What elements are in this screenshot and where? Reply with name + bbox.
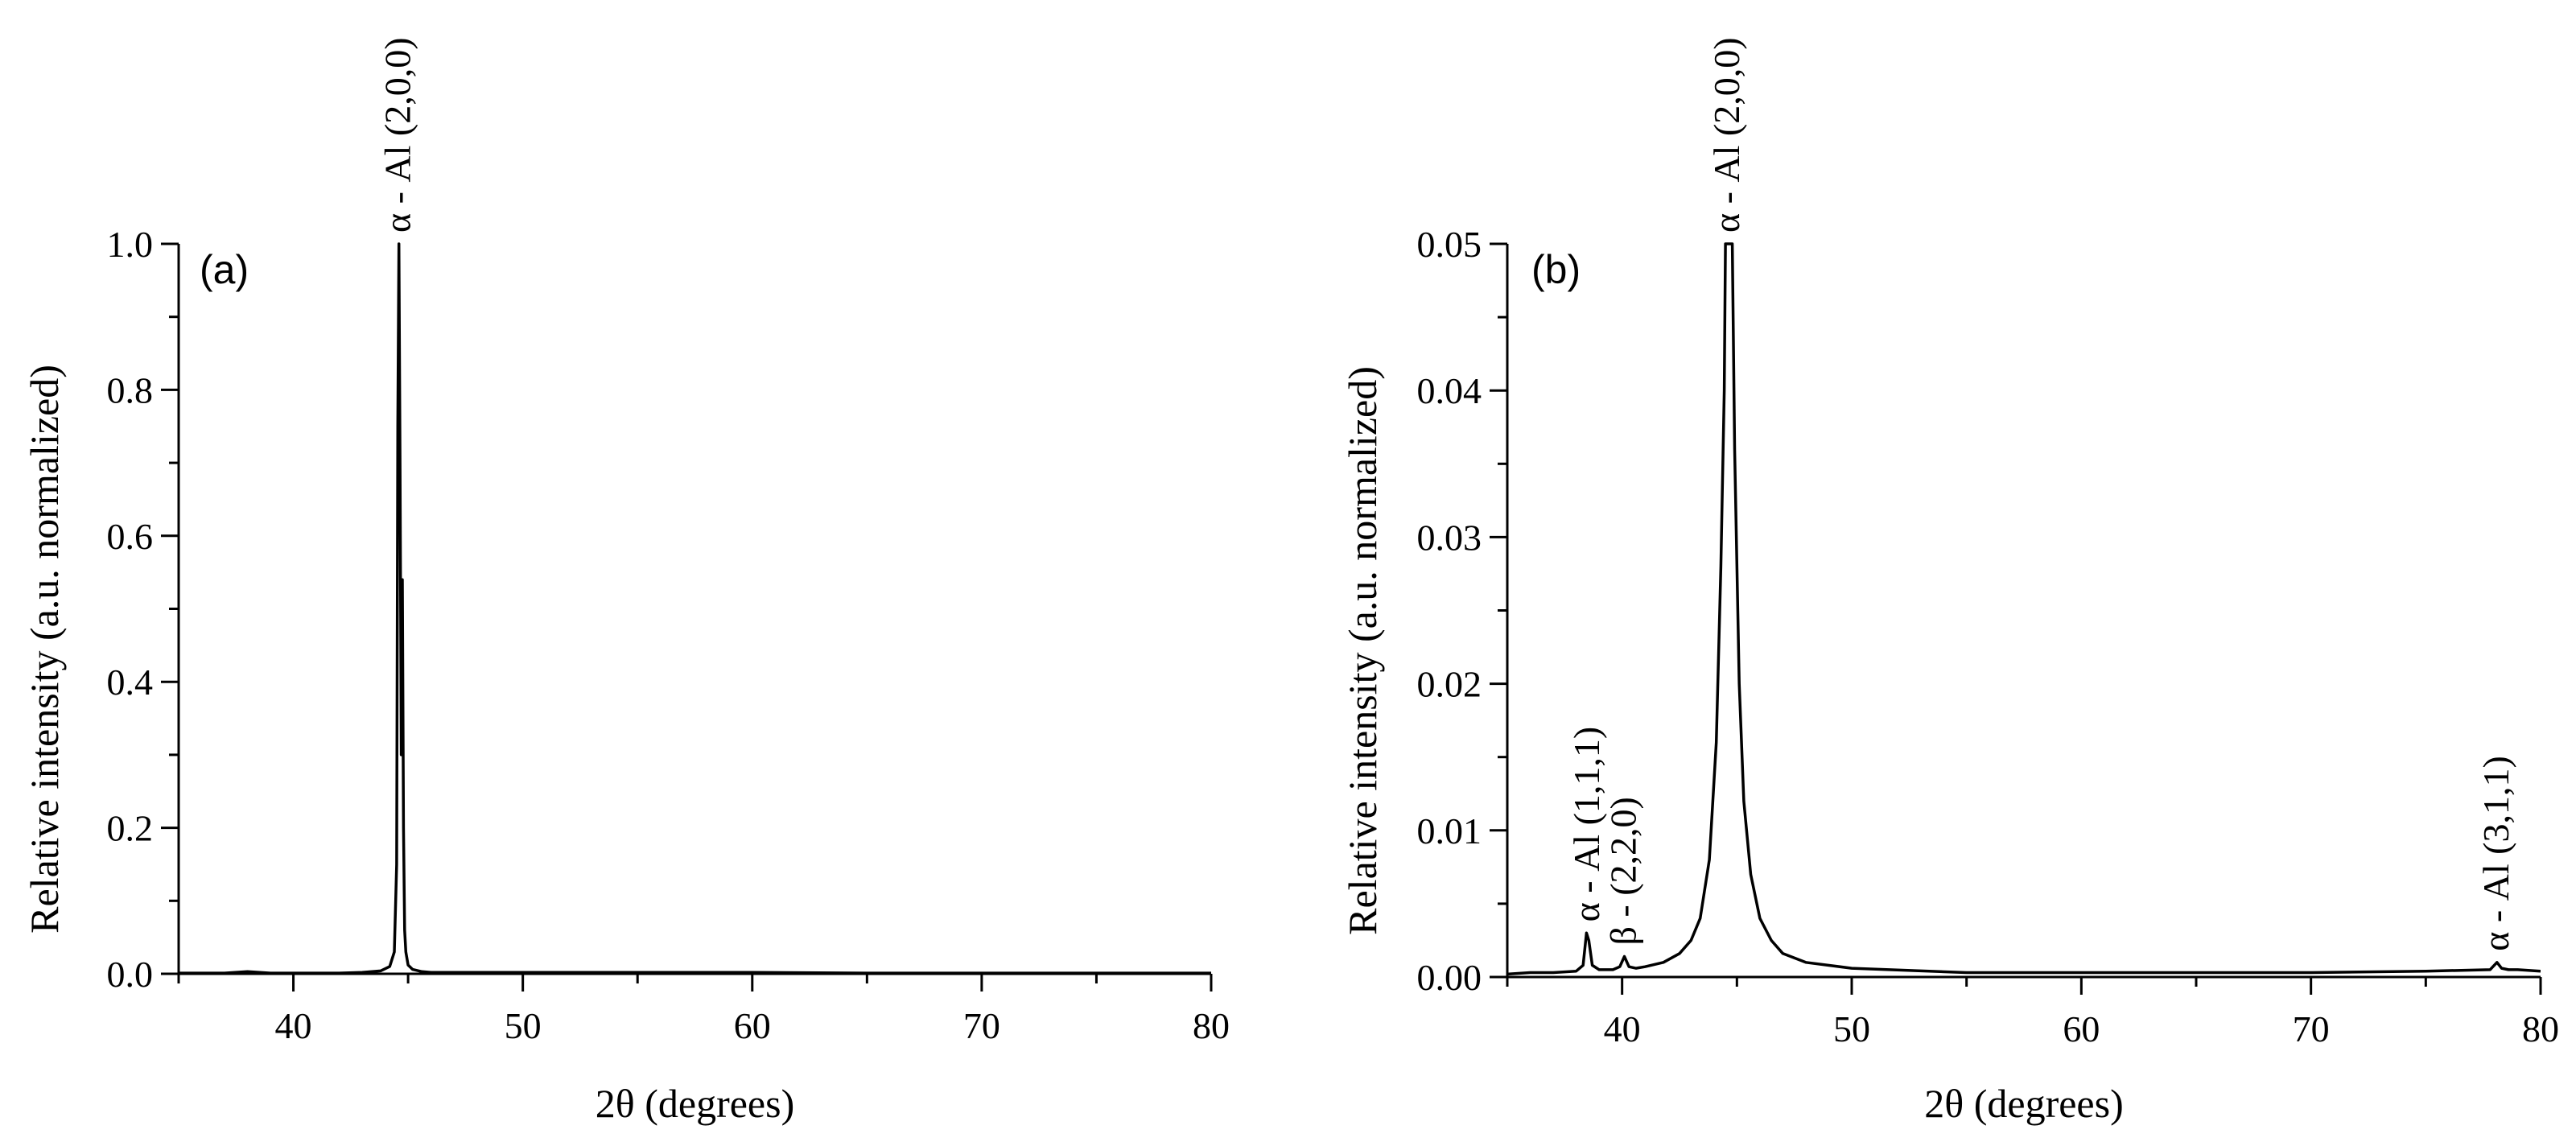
y-tick-label: 0.2 (107, 808, 154, 849)
peak-annotation: β - (2,2,0) (1603, 797, 1644, 945)
x-tick-label: 60 (2063, 1008, 2100, 1049)
panel-a: 40 50 60 70 80 0.0 0.2 0.4 0.6 0.8 1.0 2θ (degrees)… (22, 37, 1230, 1126)
x-tick-label: 70 (963, 1005, 1000, 1046)
x-axis-label: 2θ (degrees) (596, 1081, 794, 1126)
y-tick-label: 0.6 (107, 516, 154, 557)
panel-label: (a) (200, 247, 249, 292)
panel-label: (b) (1531, 247, 1581, 292)
y-tick-label: 0.04 (1417, 370, 1482, 411)
x-tick-label: 50 (1833, 1008, 1870, 1049)
y-tick-label: 1.0 (107, 224, 154, 265)
data-series-line (1507, 242, 2541, 976)
y-tick-label: 0.01 (1417, 810, 1482, 851)
x-tick-label: 50 (505, 1005, 542, 1046)
x-tick-label: 40 (275, 1005, 312, 1046)
x-tick-label: 60 (734, 1005, 771, 1046)
x-tick-label: 40 (1604, 1008, 1641, 1049)
data-series-line (179, 242, 1211, 974)
y-axis-label: Relative intensity (a.u. normalized) (22, 365, 67, 934)
y-tick-label: 0.4 (107, 662, 154, 703)
y-tick-label: 0.03 (1417, 517, 1482, 558)
x-tick-label: 80 (2522, 1008, 2559, 1049)
y-tick-label: 0.0 (107, 954, 154, 995)
y-axis-label: Relative intensity (a.u. normalized) (1340, 366, 1385, 935)
x-axis-label: 2θ (degrees) (1924, 1081, 2123, 1126)
peak-annotation: α - Al (1,1,1) (1566, 727, 1607, 922)
y-tick-label: 0.00 (1417, 957, 1482, 998)
peak-annotation: α - Al (2,0,0) (377, 37, 418, 233)
peak-annotation: α - Al (2,0,0) (1706, 37, 1747, 233)
panel-b: 40 50 60 70 80 0.00 0.01 0.02 0.03 0.04 0.05 2θ (de… (1340, 37, 2559, 1126)
y-tick-label: 0.02 (1417, 664, 1482, 705)
x-tick-label: 80 (1193, 1005, 1230, 1046)
x-tick-label: 70 (2293, 1008, 2330, 1049)
peak-annotation: α - Al (3,1,1) (2475, 756, 2516, 951)
y-tick-label: 0.8 (107, 369, 154, 410)
y-tick-label: 0.05 (1417, 224, 1482, 265)
